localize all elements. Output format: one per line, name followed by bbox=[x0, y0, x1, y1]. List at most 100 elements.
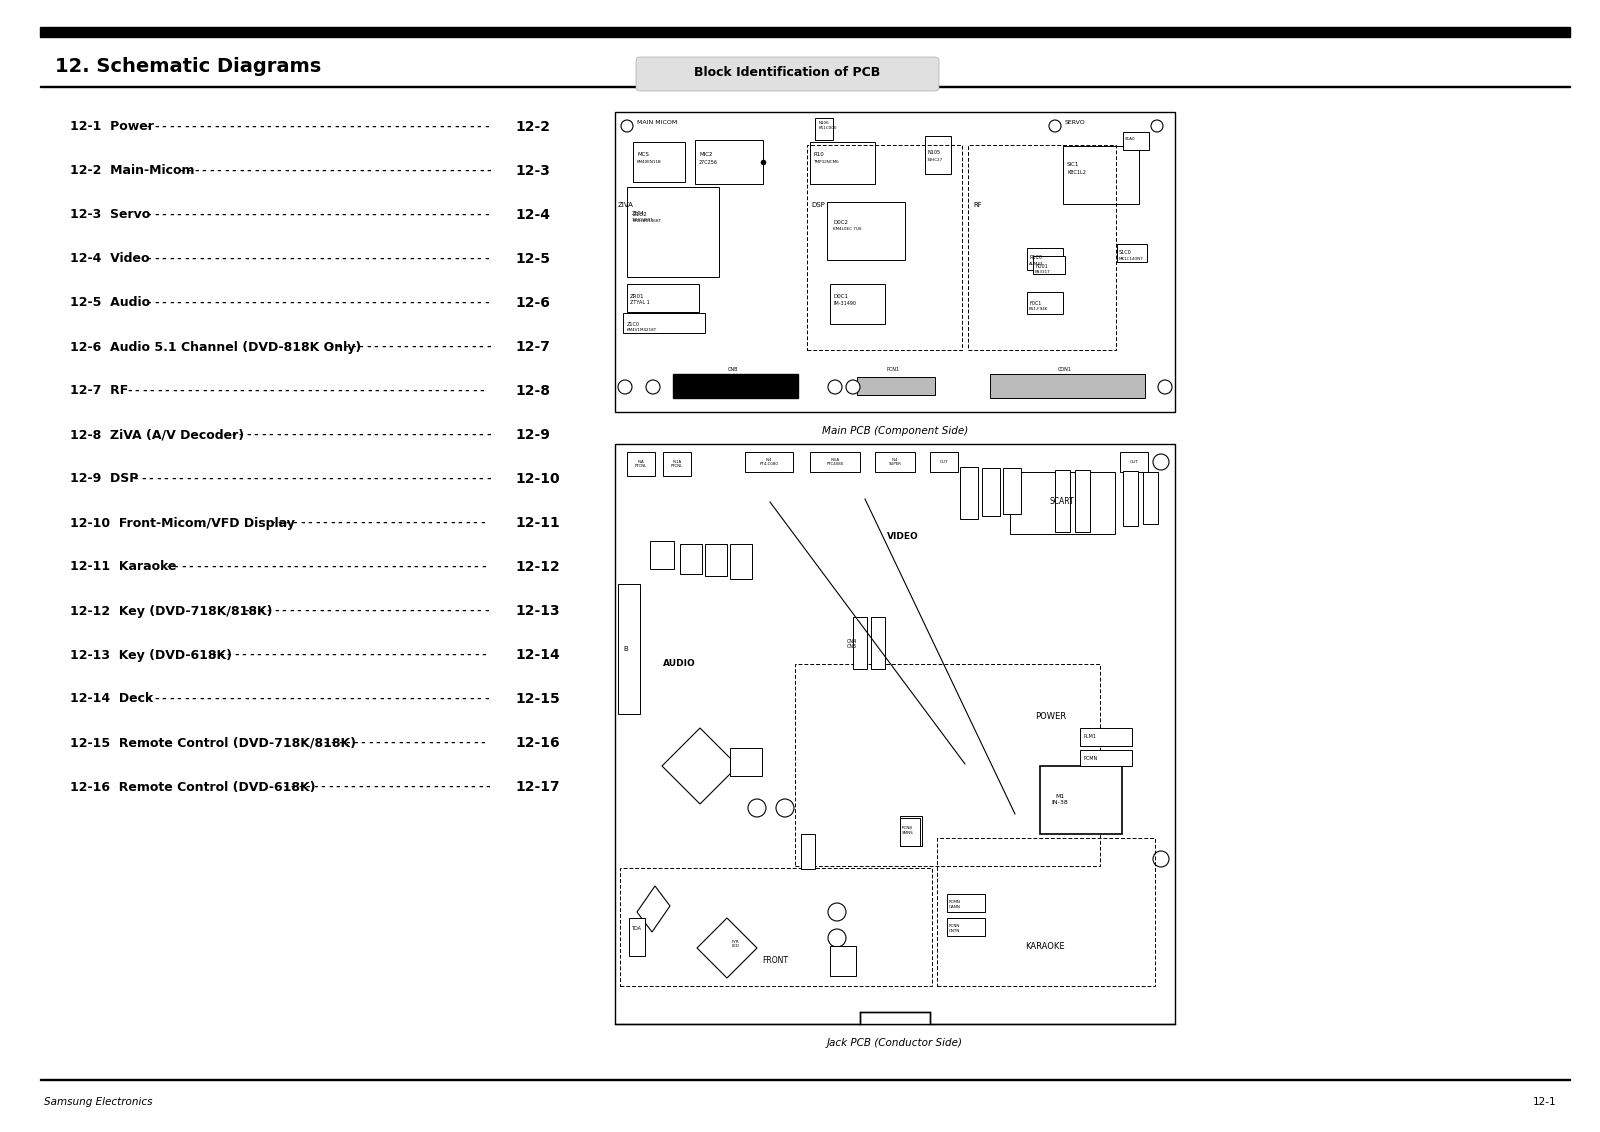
Text: -: - bbox=[221, 694, 227, 704]
Text: -: - bbox=[403, 474, 410, 484]
Bar bbox=[938, 838, 1155, 986]
Bar bbox=[947, 894, 986, 912]
Text: -: - bbox=[477, 782, 483, 792]
Text: -: - bbox=[163, 474, 170, 484]
Text: -: - bbox=[466, 650, 472, 660]
Circle shape bbox=[618, 380, 632, 394]
Polygon shape bbox=[637, 886, 670, 932]
Text: KH41B01368T: KH41B01368T bbox=[634, 218, 662, 223]
Text: 12-2: 12-2 bbox=[515, 120, 550, 134]
Text: -: - bbox=[258, 254, 264, 264]
Text: -: - bbox=[456, 518, 464, 528]
Text: -: - bbox=[350, 430, 357, 440]
Text: -: - bbox=[440, 430, 446, 440]
Text: -: - bbox=[360, 650, 368, 660]
Text: -: - bbox=[333, 606, 339, 616]
Text: -: - bbox=[416, 298, 422, 308]
Text: -: - bbox=[336, 386, 342, 396]
Text: -: - bbox=[410, 430, 416, 440]
Text: -: - bbox=[126, 386, 133, 396]
Text: -: - bbox=[381, 342, 387, 352]
Text: -: - bbox=[397, 561, 405, 572]
Text: 12-14  Deck: 12-14 Deck bbox=[70, 693, 154, 705]
Text: -: - bbox=[302, 694, 310, 704]
Text: -: - bbox=[349, 694, 355, 704]
Text: -: - bbox=[410, 782, 416, 792]
Text: -: - bbox=[386, 254, 392, 264]
Text: -: - bbox=[374, 518, 381, 528]
Text: -: - bbox=[448, 386, 456, 396]
Text: -: - bbox=[274, 211, 280, 220]
Text: -: - bbox=[405, 738, 411, 748]
Text: -: - bbox=[382, 738, 389, 748]
Text: -: - bbox=[163, 386, 170, 396]
Text: -: - bbox=[485, 166, 493, 175]
Text: -: - bbox=[365, 474, 371, 484]
Text: -: - bbox=[432, 430, 440, 440]
Text: 12-11: 12-11 bbox=[515, 516, 560, 530]
Text: -: - bbox=[211, 650, 218, 660]
Text: 12-15  Remote Control (DVD-718K/818K): 12-15 Remote Control (DVD-718K/818K) bbox=[70, 737, 355, 749]
Text: -: - bbox=[154, 694, 160, 704]
Bar bbox=[858, 377, 934, 395]
Bar bbox=[814, 118, 834, 140]
Text: -: - bbox=[258, 298, 264, 308]
Text: IN4
SUPER: IN4 SUPER bbox=[888, 457, 901, 466]
Text: -: - bbox=[371, 694, 378, 704]
Text: -: - bbox=[266, 211, 272, 220]
Text: MCS: MCS bbox=[637, 152, 650, 157]
Text: -: - bbox=[432, 474, 440, 484]
Text: -: - bbox=[352, 738, 358, 748]
Text: -: - bbox=[430, 298, 437, 308]
Text: -: - bbox=[342, 430, 349, 440]
Text: -: - bbox=[469, 782, 477, 792]
Bar bbox=[861, 1012, 930, 1024]
Text: -: - bbox=[168, 298, 174, 308]
Text: -: - bbox=[235, 122, 242, 132]
Text: -: - bbox=[464, 386, 470, 396]
Text: 74HCU801: 74HCU801 bbox=[632, 218, 654, 222]
Text: -: - bbox=[322, 738, 328, 748]
Text: -: - bbox=[426, 474, 432, 484]
Text: R10: R10 bbox=[813, 152, 824, 157]
Text: -: - bbox=[182, 694, 190, 704]
Bar bbox=[810, 142, 875, 185]
Text: -: - bbox=[360, 738, 366, 748]
Text: -: - bbox=[262, 561, 269, 572]
Circle shape bbox=[1050, 120, 1061, 132]
Bar bbox=[614, 444, 1174, 1024]
Text: -: - bbox=[450, 518, 456, 528]
Text: -: - bbox=[218, 561, 224, 572]
Text: -: - bbox=[243, 694, 250, 704]
Text: -: - bbox=[478, 518, 486, 528]
Text: -: - bbox=[421, 650, 427, 660]
Bar bbox=[870, 617, 885, 669]
Bar bbox=[694, 140, 763, 185]
Text: -: - bbox=[176, 298, 182, 308]
Text: -: - bbox=[312, 430, 320, 440]
Text: -: - bbox=[168, 254, 174, 264]
Text: -: - bbox=[320, 430, 326, 440]
Text: -: - bbox=[400, 254, 408, 264]
Text: -: - bbox=[267, 430, 274, 440]
Text: -: - bbox=[258, 211, 264, 220]
Text: -: - bbox=[318, 298, 325, 308]
Text: -: - bbox=[198, 694, 205, 704]
Text: -: - bbox=[394, 122, 400, 132]
Text: -: - bbox=[230, 386, 238, 396]
Text: -: - bbox=[416, 122, 422, 132]
Text: -: - bbox=[461, 122, 467, 132]
Text: -: - bbox=[371, 254, 378, 264]
Text: -: - bbox=[288, 606, 294, 616]
Text: D0C1: D0C1 bbox=[834, 294, 848, 299]
Text: 12. Schematic Diagrams: 12. Schematic Diagrams bbox=[54, 58, 322, 77]
Text: -: - bbox=[293, 561, 299, 572]
Bar bbox=[899, 816, 922, 846]
Text: -: - bbox=[341, 254, 347, 264]
Text: -: - bbox=[269, 166, 275, 175]
Text: -: - bbox=[320, 782, 326, 792]
Text: -: - bbox=[432, 782, 438, 792]
Text: -: - bbox=[357, 474, 365, 484]
Text: -: - bbox=[213, 254, 219, 264]
Bar bbox=[1120, 452, 1149, 472]
